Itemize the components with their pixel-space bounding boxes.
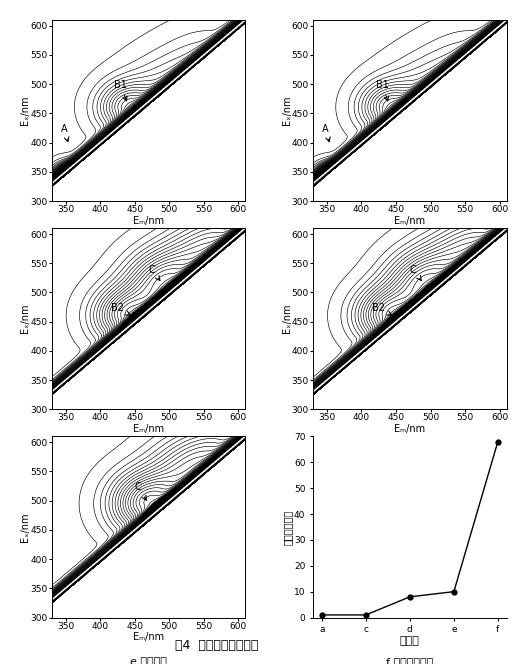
Y-axis label: Eₓ/nm: Eₓ/nm — [20, 512, 31, 542]
Y-axis label: Eₓ/nm: Eₓ/nm — [282, 96, 292, 125]
Text: d 二次仓出料: d 二次仓出料 — [388, 449, 432, 459]
Text: A: A — [61, 124, 69, 141]
Text: C: C — [148, 265, 160, 280]
Text: a 原泥: a 原泥 — [136, 241, 160, 251]
X-axis label: Eₘ/nm: Eₘ/nm — [133, 632, 164, 642]
X-axis label: Eₘ/nm: Eₘ/nm — [133, 216, 164, 226]
Text: B2: B2 — [372, 303, 391, 315]
X-axis label: 取样点: 取样点 — [400, 635, 420, 645]
Text: 图4  三维荧光图谱分析: 图4 三维荧光图谱分析 — [175, 639, 259, 653]
Text: b 混料: b 混料 — [398, 241, 422, 251]
Y-axis label: Eₓ/nm: Eₓ/nm — [282, 304, 292, 333]
Text: e 陈化产物: e 陈化产物 — [130, 657, 167, 664]
Y-axis label: Eₓ/nm: Eₓ/nm — [20, 304, 31, 333]
X-axis label: Eₘ/nm: Eₘ/nm — [133, 424, 164, 434]
Text: B1: B1 — [376, 80, 389, 101]
X-axis label: Eₘ/nm: Eₘ/nm — [394, 424, 425, 434]
Text: c 一次仓出料: c 一次仓出料 — [127, 449, 170, 459]
Text: f 荧光复杂指数: f 荧光复杂指数 — [386, 657, 433, 664]
Text: B2: B2 — [111, 303, 130, 315]
Text: C: C — [410, 265, 421, 280]
Text: B1: B1 — [114, 80, 127, 101]
Text: C: C — [135, 482, 146, 500]
Y-axis label: Eₓ/nm: Eₓ/nm — [20, 96, 31, 125]
Y-axis label: 荧光复杂指数: 荧光复杂指数 — [282, 509, 293, 544]
X-axis label: Eₘ/nm: Eₘ/nm — [394, 216, 425, 226]
Text: A: A — [322, 124, 330, 141]
